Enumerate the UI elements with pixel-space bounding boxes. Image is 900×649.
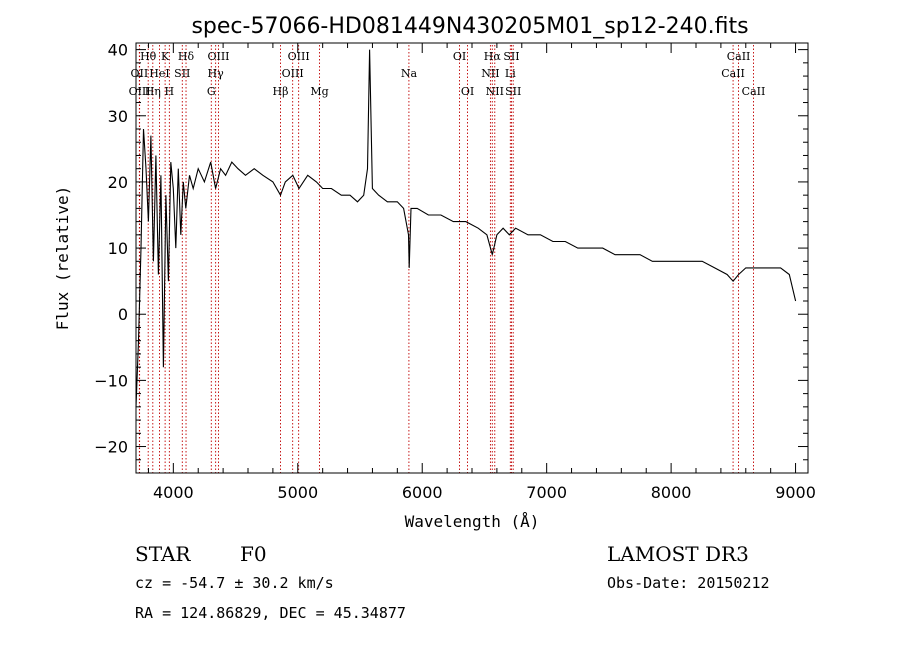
line-label-OIII-4363: OIII: [207, 50, 229, 63]
y-tick-label: 40: [108, 41, 128, 60]
x-axis-label: Wavelength (Å): [405, 512, 540, 531]
line-label-Na: Na: [401, 67, 418, 80]
coordinates: RA = 124.86829, DEC = 45.34877: [135, 604, 406, 622]
redshift-value: cz = -54.7 ± 30.2 km/s: [135, 574, 334, 592]
x-tick-label: 7000: [526, 483, 567, 502]
line-label-H-theta: Hθ: [140, 50, 157, 63]
spectral-subclass: F0: [240, 542, 267, 566]
line-label-SII-4072: SII: [174, 67, 190, 80]
line-label-Mg: Mg: [310, 85, 328, 98]
line-label-SII-6717: SII: [503, 50, 519, 63]
x-tick-label: 8000: [651, 483, 692, 502]
plot-frame: [135, 42, 809, 474]
line-label-OI-6300: OI: [453, 50, 466, 63]
chart-title: spec-57066-HD081449N430205M01_sp12-240.f…: [191, 14, 748, 39]
y-axis-label: Flux (relative): [53, 186, 72, 331]
y-tick-label: −20: [94, 438, 128, 457]
y-tick-label: 0: [118, 305, 128, 324]
observation-date: Obs-Date: 20150212: [607, 574, 770, 592]
line-label-H-gamma: Hγ: [208, 67, 225, 80]
line-label-H-eta: Hη: [145, 85, 161, 98]
line-label-HeI: HeI: [149, 67, 169, 80]
x-axis-ticks: 4000 5000 6000 7000 8000 9000: [147, 43, 816, 502]
x-tick-label: 9000: [775, 483, 816, 502]
spectral-line-labels: Hη Hθ K H Hδ OII OIII HeI SII OIII Hγ G Hβ OIII OIII Mg…: [129, 50, 766, 98]
line-label-CaII-K: K: [161, 50, 170, 63]
line-label-Li: Li: [505, 67, 516, 80]
line-label-CaII-8498: CaII: [721, 67, 745, 80]
line-label-NII-6583: NII: [486, 85, 504, 98]
line-label-SII-6731: SII: [505, 85, 521, 98]
line-label-NII-6548: NII: [481, 67, 499, 80]
line-label-OI-6364: OI: [461, 85, 474, 98]
line-label-H-delta: Hδ: [178, 50, 195, 63]
line-label-OII: OII: [131, 67, 149, 80]
y-tick-label: −10: [94, 371, 128, 390]
x-tick-label: 6000: [402, 483, 443, 502]
line-label-OIII-4959: OIII: [282, 67, 304, 80]
line-label-G-band: G: [207, 85, 216, 98]
y-tick-label: 10: [108, 239, 128, 258]
line-label-CaII-8542: CaII: [727, 50, 751, 63]
y-tick-label: 20: [108, 173, 128, 192]
x-tick-label: 4000: [153, 483, 194, 502]
x-tick-label: 5000: [277, 483, 318, 502]
spectral-line-markers: [138, 45, 754, 473]
line-label-OIII-5007: OIII: [288, 50, 310, 63]
survey-name: LAMOST DR3: [607, 542, 749, 566]
line-label-H-beta: Hβ: [273, 85, 289, 98]
line-label-CaII-H: H: [165, 85, 175, 98]
object-type: STAR: [135, 542, 191, 566]
line-label-OIII-3727: OIII: [129, 85, 151, 98]
spectrum-series-line: [135, 49, 797, 407]
y-tick-label: 30: [108, 107, 128, 126]
line-label-CaII-8662: CaII: [742, 85, 766, 98]
line-label-H-alpha: Hα: [484, 50, 502, 63]
y-axis-ticks: −20 −10 0 10 20 30 40: [94, 41, 808, 461]
